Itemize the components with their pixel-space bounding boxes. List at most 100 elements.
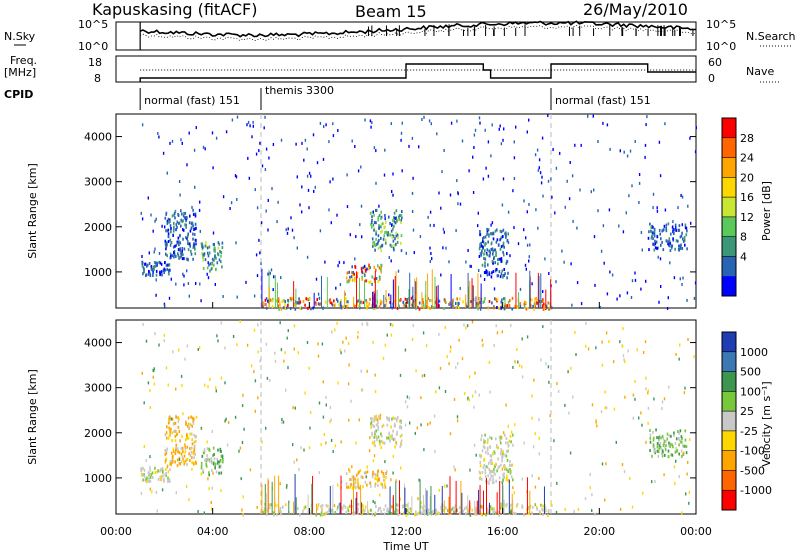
- echo-cell: [185, 219, 187, 223]
- echo-cell: [241, 404, 244, 408]
- echo-cell: [372, 210, 374, 214]
- echo-cell: [169, 479, 171, 483]
- echo-cell: [163, 339, 165, 343]
- echo-cell: [169, 429, 171, 433]
- echo-cell: [187, 424, 189, 428]
- echo-cell: [155, 273, 158, 277]
- echo-cell: [334, 511, 337, 514]
- echo-cell: [322, 380, 324, 384]
- echo-cell: [211, 469, 213, 472]
- echo-cell: [431, 257, 433, 261]
- echo-cell: [569, 451, 572, 455]
- echo-cell: [514, 304, 516, 308]
- echo-cell: [438, 191, 440, 195]
- echo-cell: [245, 280, 247, 284]
- echo-cell: [258, 149, 260, 153]
- echo-cell: [280, 276, 282, 280]
- echo-cell: [426, 300, 428, 304]
- echo-cell: [686, 247, 688, 251]
- echo-cell: [487, 306, 490, 310]
- echo-cell: [502, 473, 504, 477]
- echo-cell: [307, 306, 309, 310]
- echo-cell: [388, 432, 390, 436]
- echo-cell: [482, 245, 484, 249]
- echo-cell: [457, 192, 459, 196]
- echo-cell: [515, 512, 517, 516]
- echo-cell: [498, 435, 501, 439]
- echo-cell: [521, 477, 524, 481]
- echo-cell: [213, 453, 215, 456]
- echo-cell: [207, 261, 209, 265]
- echo-cell: [625, 211, 627, 215]
- echo-cell: [286, 336, 288, 340]
- echo-cell: [242, 495, 244, 499]
- echo-cell: [164, 452, 167, 456]
- echo-cell: [634, 278, 637, 282]
- echo-cell: [283, 306, 285, 310]
- echo-cell: [390, 244, 393, 248]
- echo-cell: [211, 131, 214, 135]
- colorbar-tick-label: 28: [740, 132, 754, 145]
- echo-cell: [507, 449, 509, 453]
- echo-cell: [220, 471, 223, 475]
- echo-cell: [479, 307, 482, 311]
- echo-cell: [270, 503, 273, 507]
- echo-cell: [366, 465, 368, 469]
- echo-cell: [240, 477, 242, 481]
- echo-cell: [174, 460, 176, 464]
- echo-cell: [180, 374, 183, 378]
- echo-cell: [501, 298, 503, 302]
- echo-cell: [486, 227, 488, 231]
- echo-cell: [521, 365, 523, 369]
- echo-cell: [624, 395, 626, 399]
- echo-cell: [169, 433, 172, 437]
- echo-cell: [168, 263, 171, 267]
- echo-cell: [443, 307, 445, 310]
- echo-cell: [500, 306, 503, 310]
- echo-cell: [224, 346, 226, 350]
- echo-cell: [678, 244, 680, 248]
- echo-cell: [375, 429, 377, 433]
- echo-cell: [338, 303, 340, 307]
- echo-cell: [180, 254, 182, 258]
- echo-cell: [552, 148, 554, 151]
- echo-cell: [523, 441, 525, 445]
- echo-cell: [226, 443, 229, 447]
- echo-cell: [380, 216, 382, 220]
- echo-cell: [192, 212, 195, 216]
- echo-cell: [213, 246, 215, 250]
- echo-cell: [394, 243, 396, 247]
- echo-cell: [192, 232, 194, 236]
- colorbar-swatch: [722, 411, 736, 432]
- echo-cell: [674, 247, 676, 251]
- echo-cell: [480, 454, 483, 458]
- echo-cell: [232, 335, 235, 338]
- echo-cell: [218, 460, 220, 464]
- echo-cell: [492, 249, 494, 253]
- echo-cell: [489, 454, 492, 457]
- echo-cell: [370, 125, 372, 129]
- echo-cell: [257, 350, 259, 354]
- echo-cell: [501, 203, 504, 207]
- echo-cell: [375, 221, 377, 225]
- echo-cell: [483, 438, 485, 442]
- echo-cell: [194, 185, 196, 189]
- echo-cell: [688, 490, 691, 494]
- echo-cell: [476, 302, 478, 306]
- echo-cell: [399, 373, 402, 377]
- echo-cell: [157, 132, 159, 135]
- echo-cell: [661, 229, 663, 233]
- echo-cell: [159, 475, 161, 479]
- echo-cell: [185, 215, 187, 219]
- echo-cell: [143, 401, 145, 405]
- echo-cell: [157, 469, 159, 473]
- echo-cell: [397, 503, 399, 507]
- echo-cell: [496, 228, 498, 232]
- echo-cell: [214, 255, 216, 259]
- echo-cell: [331, 303, 334, 307]
- echo-cell: [209, 460, 211, 464]
- echo-cell: [378, 238, 380, 242]
- echo-cell: [665, 226, 667, 230]
- echo-cell: [535, 297, 538, 300]
- echo-cell: [505, 231, 507, 235]
